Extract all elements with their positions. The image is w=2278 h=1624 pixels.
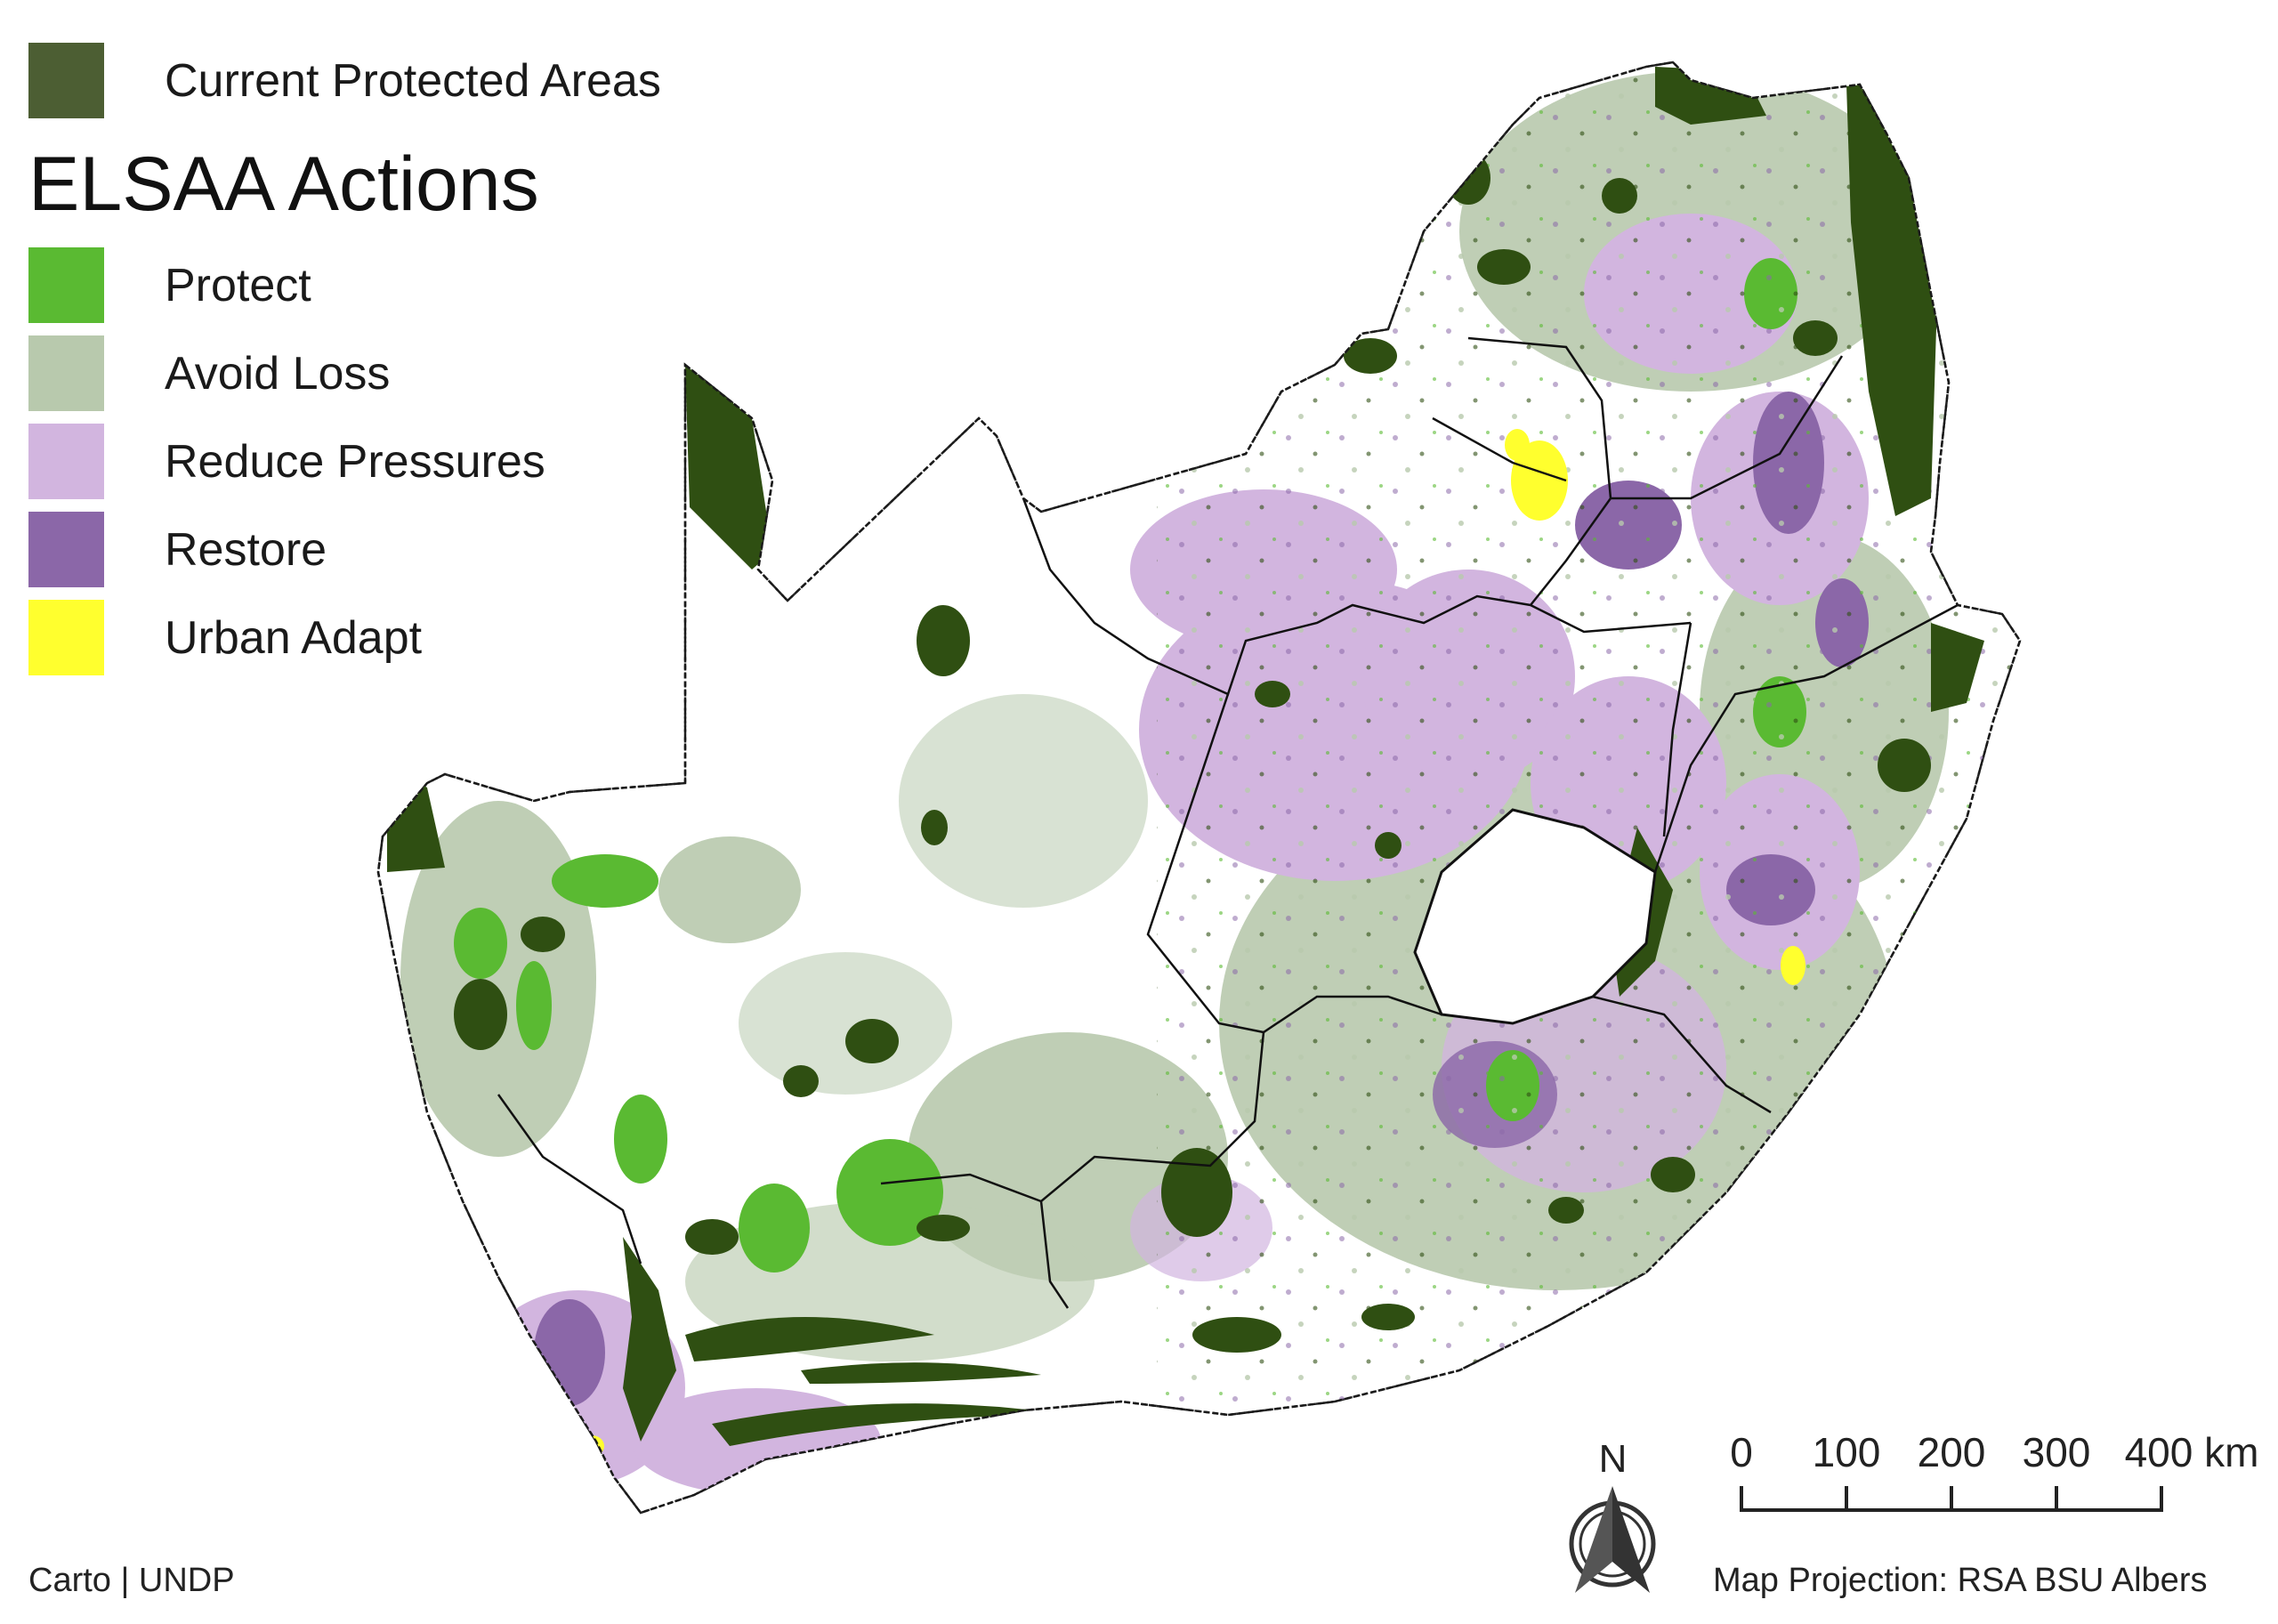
scale-bar-tick — [1740, 1486, 1743, 1512]
scale-bar-tick — [2160, 1486, 2163, 1512]
legend-label-protected-areas: Current Protected Areas — [165, 54, 661, 107]
legend-label-protect: Protect — [165, 259, 311, 311]
scale-bar-label: 0 — [1730, 1429, 1753, 1475]
country-outline — [376, 61, 2022, 1515]
map-credit: Carto | UNDP — [28, 1562, 235, 1599]
north-letter: N — [1598, 1437, 1628, 1481]
legend-item-restore: Restore — [28, 512, 327, 587]
legend-label-restore: Restore — [165, 523, 327, 576]
legend-swatch-restore — [28, 512, 104, 587]
legend-label-urban-adapt: Urban Adapt — [165, 611, 423, 664]
scale-bar-label: 400 km — [2124, 1429, 2259, 1475]
legend-swatch-avoid-loss — [28, 335, 104, 411]
scale-bar-tick — [1845, 1486, 1848, 1512]
legend-swatch-protected-areas — [28, 43, 104, 118]
legend-swatch-urban-adapt — [28, 600, 104, 675]
legend-title: ELSAA Actions — [28, 141, 539, 227]
legend-item-protect: Protect — [28, 247, 311, 323]
legend-item-avoid-loss: Avoid Loss — [28, 335, 390, 411]
north-arrow-icon — [1569, 1486, 1656, 1593]
legend-swatch-protect — [28, 247, 104, 323]
scale-bar-label: 100 — [1812, 1429, 1881, 1475]
legend-label-reduce-pressures: Reduce Pressures — [165, 435, 545, 488]
scale-bar-tick — [2055, 1486, 2058, 1512]
province-borders — [497, 336, 1959, 1309]
legend-swatch-reduce-pressures — [28, 424, 104, 499]
scale-bar: 0 100 200 300 400 km — [1730, 1419, 2278, 1517]
lesotho — [1413, 808, 1657, 1025]
legend-label-avoid-loss: Avoid Loss — [165, 347, 391, 400]
legend-item-protected-areas: Current Protected Areas — [28, 43, 661, 118]
north-arrow: N — [1553, 1437, 1673, 1597]
legend-item-urban-adapt: Urban Adapt — [28, 600, 422, 675]
map-projection: Map Projection: RSA BSU Albers — [1713, 1562, 2208, 1599]
legend-item-reduce-pressures: Reduce Pressures — [28, 424, 545, 499]
scale-bar-label: 300 — [2022, 1429, 2091, 1475]
scale-bar-tick — [1950, 1486, 1953, 1512]
scale-bar-label: 200 — [1917, 1429, 1986, 1475]
